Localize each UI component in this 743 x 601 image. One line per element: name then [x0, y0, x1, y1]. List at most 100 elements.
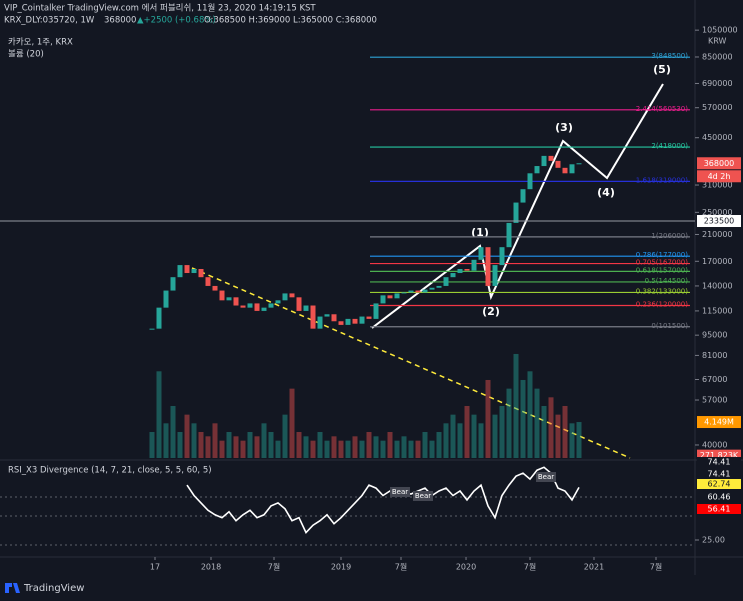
fib-label: 2.414(560530)	[636, 105, 688, 113]
volume-bar	[310, 440, 316, 458]
y-tick-label: 170000	[702, 257, 733, 266]
candle	[268, 303, 274, 308]
brand: TradingView	[23, 583, 84, 594]
y-tick-label: 250000	[702, 208, 733, 217]
volume-badge-label: 271.823K	[700, 451, 739, 460]
y-tick-label: 115000	[702, 306, 733, 315]
volume-bar	[401, 436, 407, 458]
volume-bar	[240, 440, 246, 458]
volume-bar	[268, 431, 274, 458]
candle	[198, 268, 204, 278]
legend-main: 카카오, 1주, KRX	[8, 38, 73, 48]
rsi-badge-label: 56.41	[708, 505, 731, 514]
rsi-tick-label: 25.00	[702, 536, 725, 545]
candle	[415, 290, 421, 293]
rsi-badge-label: 74.41	[708, 458, 731, 467]
candle	[555, 160, 561, 168]
rsi-badge	[697, 479, 741, 489]
volume-bar	[289, 388, 295, 458]
volume-bar	[485, 379, 491, 458]
volume-bar	[576, 422, 582, 458]
volume-bar	[520, 379, 526, 458]
candle	[205, 277, 211, 286]
volume-bar	[415, 440, 421, 458]
volume-bar	[527, 371, 533, 458]
volume-bar	[149, 431, 155, 458]
volume-bar	[261, 423, 267, 458]
wave-drawing	[191, 83, 664, 459]
fib-label: 0.236(120000)	[636, 301, 688, 309]
volume-bar	[443, 423, 449, 458]
candle	[492, 265, 498, 286]
candle	[506, 222, 512, 248]
volume-bar	[478, 423, 484, 458]
volume-badge-label: 4.149M	[704, 418, 734, 427]
wave-label: (2)	[482, 305, 500, 318]
candle	[562, 167, 568, 174]
candle	[499, 247, 505, 266]
y-tick-label: 570000	[702, 103, 733, 112]
volume-bar	[499, 405, 505, 458]
candle	[226, 297, 232, 301]
candle	[478, 247, 484, 260]
candle	[569, 164, 575, 174]
candle	[394, 293, 400, 299]
wave-label: (3)	[555, 121, 573, 134]
candle	[359, 316, 365, 324]
fib-label: 0.5(144500)	[645, 277, 689, 285]
rsi-badge	[697, 457, 741, 467]
volume-bar	[562, 405, 568, 458]
fib-label: 0.382(133000)	[636, 287, 688, 295]
volume-bar	[352, 436, 358, 458]
publisher: VIP_Cointalker TradingView.com 에서 퍼블리쉬, …	[4, 3, 316, 14]
candle	[422, 289, 428, 293]
rsi-title: RSI_X3 Divergence (14, 7, 21, close, 5, …	[8, 466, 212, 476]
fib-label: 0(101500)	[651, 322, 688, 330]
volume-bar	[296, 431, 302, 458]
volume-bar	[359, 440, 365, 458]
volume-bar	[429, 440, 435, 458]
volume-bar	[205, 436, 211, 458]
volume-bar	[513, 353, 519, 458]
volume-bar	[163, 423, 169, 458]
candle	[212, 285, 218, 291]
y-tick-label: 140000	[702, 281, 733, 290]
trend-line	[191, 267, 631, 459]
volume-bar	[506, 388, 512, 458]
rsi-line	[186, 466, 580, 535]
candle	[338, 321, 344, 325]
volume-bar	[198, 431, 204, 458]
candle	[282, 293, 288, 301]
candle	[408, 290, 414, 293]
x-tick-label: 17	[150, 563, 160, 572]
volume-bar	[548, 397, 554, 458]
volume-bar	[408, 440, 414, 458]
bear-tag	[413, 491, 433, 501]
fib-label: 0.705(167000)	[636, 259, 688, 267]
y-tick-label: 850000	[702, 52, 733, 61]
legend-volume: 볼륨 (20)	[8, 49, 44, 60]
candle	[520, 189, 526, 203]
candle	[485, 247, 491, 286]
candle	[436, 285, 442, 288]
candle	[380, 295, 386, 304]
candle	[149, 328, 155, 330]
wave-label: (5)	[653, 63, 671, 76]
candle	[387, 295, 393, 299]
change: ▲+2500 (+0.68%)	[137, 16, 216, 26]
price-badge-label: 368000	[704, 159, 735, 168]
volume-badge	[697, 416, 741, 429]
volume-bar	[170, 405, 176, 458]
candle	[275, 300, 281, 304]
price-badge-label: 233500	[704, 217, 735, 226]
y-tick-label: 690000	[702, 79, 733, 88]
countdown: 4d 2h	[708, 172, 731, 181]
bear-label: Bear	[415, 492, 431, 500]
candle	[163, 290, 169, 308]
volume-bar	[569, 423, 575, 458]
y-tick-label: 210000	[702, 230, 733, 239]
candle	[366, 316, 372, 319]
volume-bar	[422, 431, 428, 458]
bear-tag	[390, 487, 410, 497]
